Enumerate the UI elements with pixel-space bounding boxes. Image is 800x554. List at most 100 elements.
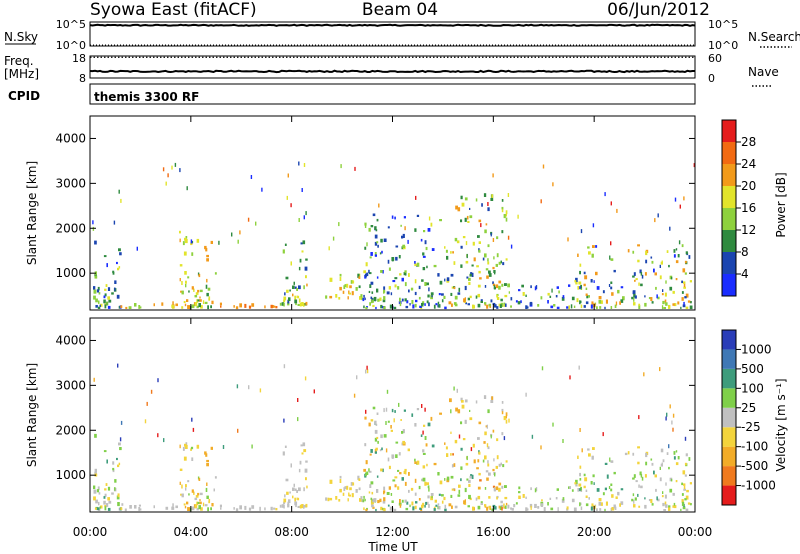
velocity-cell <box>590 481 593 485</box>
velocity-cell <box>608 486 611 489</box>
power-cell <box>118 266 121 269</box>
velocity-cell <box>598 501 602 506</box>
power-cell <box>521 284 524 288</box>
velocity-cell <box>374 451 377 454</box>
power-cell <box>92 226 95 231</box>
power-cell <box>95 298 98 303</box>
power-cell <box>399 273 402 276</box>
power-cell <box>368 290 371 293</box>
power-cell <box>654 272 657 276</box>
power-cell <box>387 259 390 264</box>
power-cell <box>677 301 680 305</box>
velocity-cell <box>501 408 504 412</box>
power-cell <box>275 306 278 309</box>
power-cell <box>153 303 155 307</box>
velocity-cell <box>599 508 602 511</box>
velocity-cell <box>472 443 475 448</box>
velocity-cell <box>119 447 122 451</box>
velocity-cell <box>120 507 123 511</box>
velocity-cell <box>493 487 496 492</box>
power-cell <box>689 280 692 283</box>
power-cell <box>239 303 242 308</box>
velocity-cell <box>375 508 377 512</box>
velocity-cell <box>380 506 383 511</box>
power-cell <box>296 288 298 291</box>
velocity-cell <box>478 472 481 476</box>
velocity-cell <box>359 498 362 502</box>
cpid-label: CPID <box>8 89 40 103</box>
power-cell <box>620 286 624 289</box>
power-cell <box>190 242 192 246</box>
velocity-cell <box>656 496 658 501</box>
velocity-cell <box>343 487 346 491</box>
velocity-cell <box>620 488 624 491</box>
power-cell <box>604 192 606 197</box>
power-cell <box>414 291 417 296</box>
velocity-cell <box>577 455 579 459</box>
velocity-cell <box>537 506 540 509</box>
velocity-cell <box>289 491 291 494</box>
velocity-cell <box>377 500 380 504</box>
power-cell <box>338 297 341 300</box>
velocity-cell <box>383 486 386 491</box>
velocity-cell <box>292 495 294 499</box>
velocity-cell <box>682 506 686 510</box>
power-cell <box>424 282 427 286</box>
power-cell <box>379 252 382 255</box>
power-cell <box>206 278 208 283</box>
velocity-cell <box>293 483 295 487</box>
power-cell <box>202 300 205 304</box>
velocity-cell <box>124 508 127 512</box>
velocity-cell <box>471 474 474 479</box>
velocity-cell <box>441 500 444 504</box>
velocity-cell <box>394 484 397 488</box>
power-ytick-label: 4000 <box>55 131 86 145</box>
power-cell <box>104 288 107 291</box>
velocity-cell <box>344 486 348 490</box>
power-cell <box>351 280 354 284</box>
velocity-cell <box>421 504 424 509</box>
velocity-cell <box>501 432 504 436</box>
velocity-cell <box>426 482 429 485</box>
velocity-cell <box>613 471 616 475</box>
velocity-cell <box>494 472 496 477</box>
power-cell <box>93 289 97 294</box>
power-cell <box>383 286 386 290</box>
velocity-cell <box>365 369 367 374</box>
power-cell <box>374 252 377 257</box>
power-ytick-label: 1000 <box>55 266 86 280</box>
velocity-cell <box>374 429 378 434</box>
velocity-cell <box>466 455 468 461</box>
power-cell <box>375 306 377 310</box>
velocity-cell <box>475 400 478 404</box>
power-cell <box>348 292 351 295</box>
power-cell <box>305 275 307 279</box>
power-cell <box>414 261 416 264</box>
velocity-cell <box>421 404 423 408</box>
velocity-cell <box>460 397 463 402</box>
velocity-cell <box>461 404 465 409</box>
velocity-cell <box>498 463 501 467</box>
power-cell <box>588 295 590 298</box>
power-cell <box>437 273 440 277</box>
velocity-cell <box>651 503 654 506</box>
power-cell <box>362 298 365 302</box>
power-cell <box>376 218 379 222</box>
power-cell <box>520 300 522 304</box>
velocity-cell <box>645 452 648 458</box>
velocity-cell <box>477 486 481 490</box>
power-cell <box>352 280 355 284</box>
velocity-cell <box>438 493 441 496</box>
velocity-cell <box>138 507 141 511</box>
power-cell <box>410 287 414 291</box>
power-cell <box>93 295 96 300</box>
velocity-cell <box>672 413 675 418</box>
power-cell <box>505 210 508 215</box>
velocity-cell <box>681 499 684 503</box>
power-cell <box>525 305 528 309</box>
velocity-cell <box>421 478 424 482</box>
power-cell <box>357 273 360 278</box>
power-cell <box>351 291 354 296</box>
power-cell <box>290 203 292 208</box>
date-title: 06/Jun/2012 <box>607 0 710 20</box>
